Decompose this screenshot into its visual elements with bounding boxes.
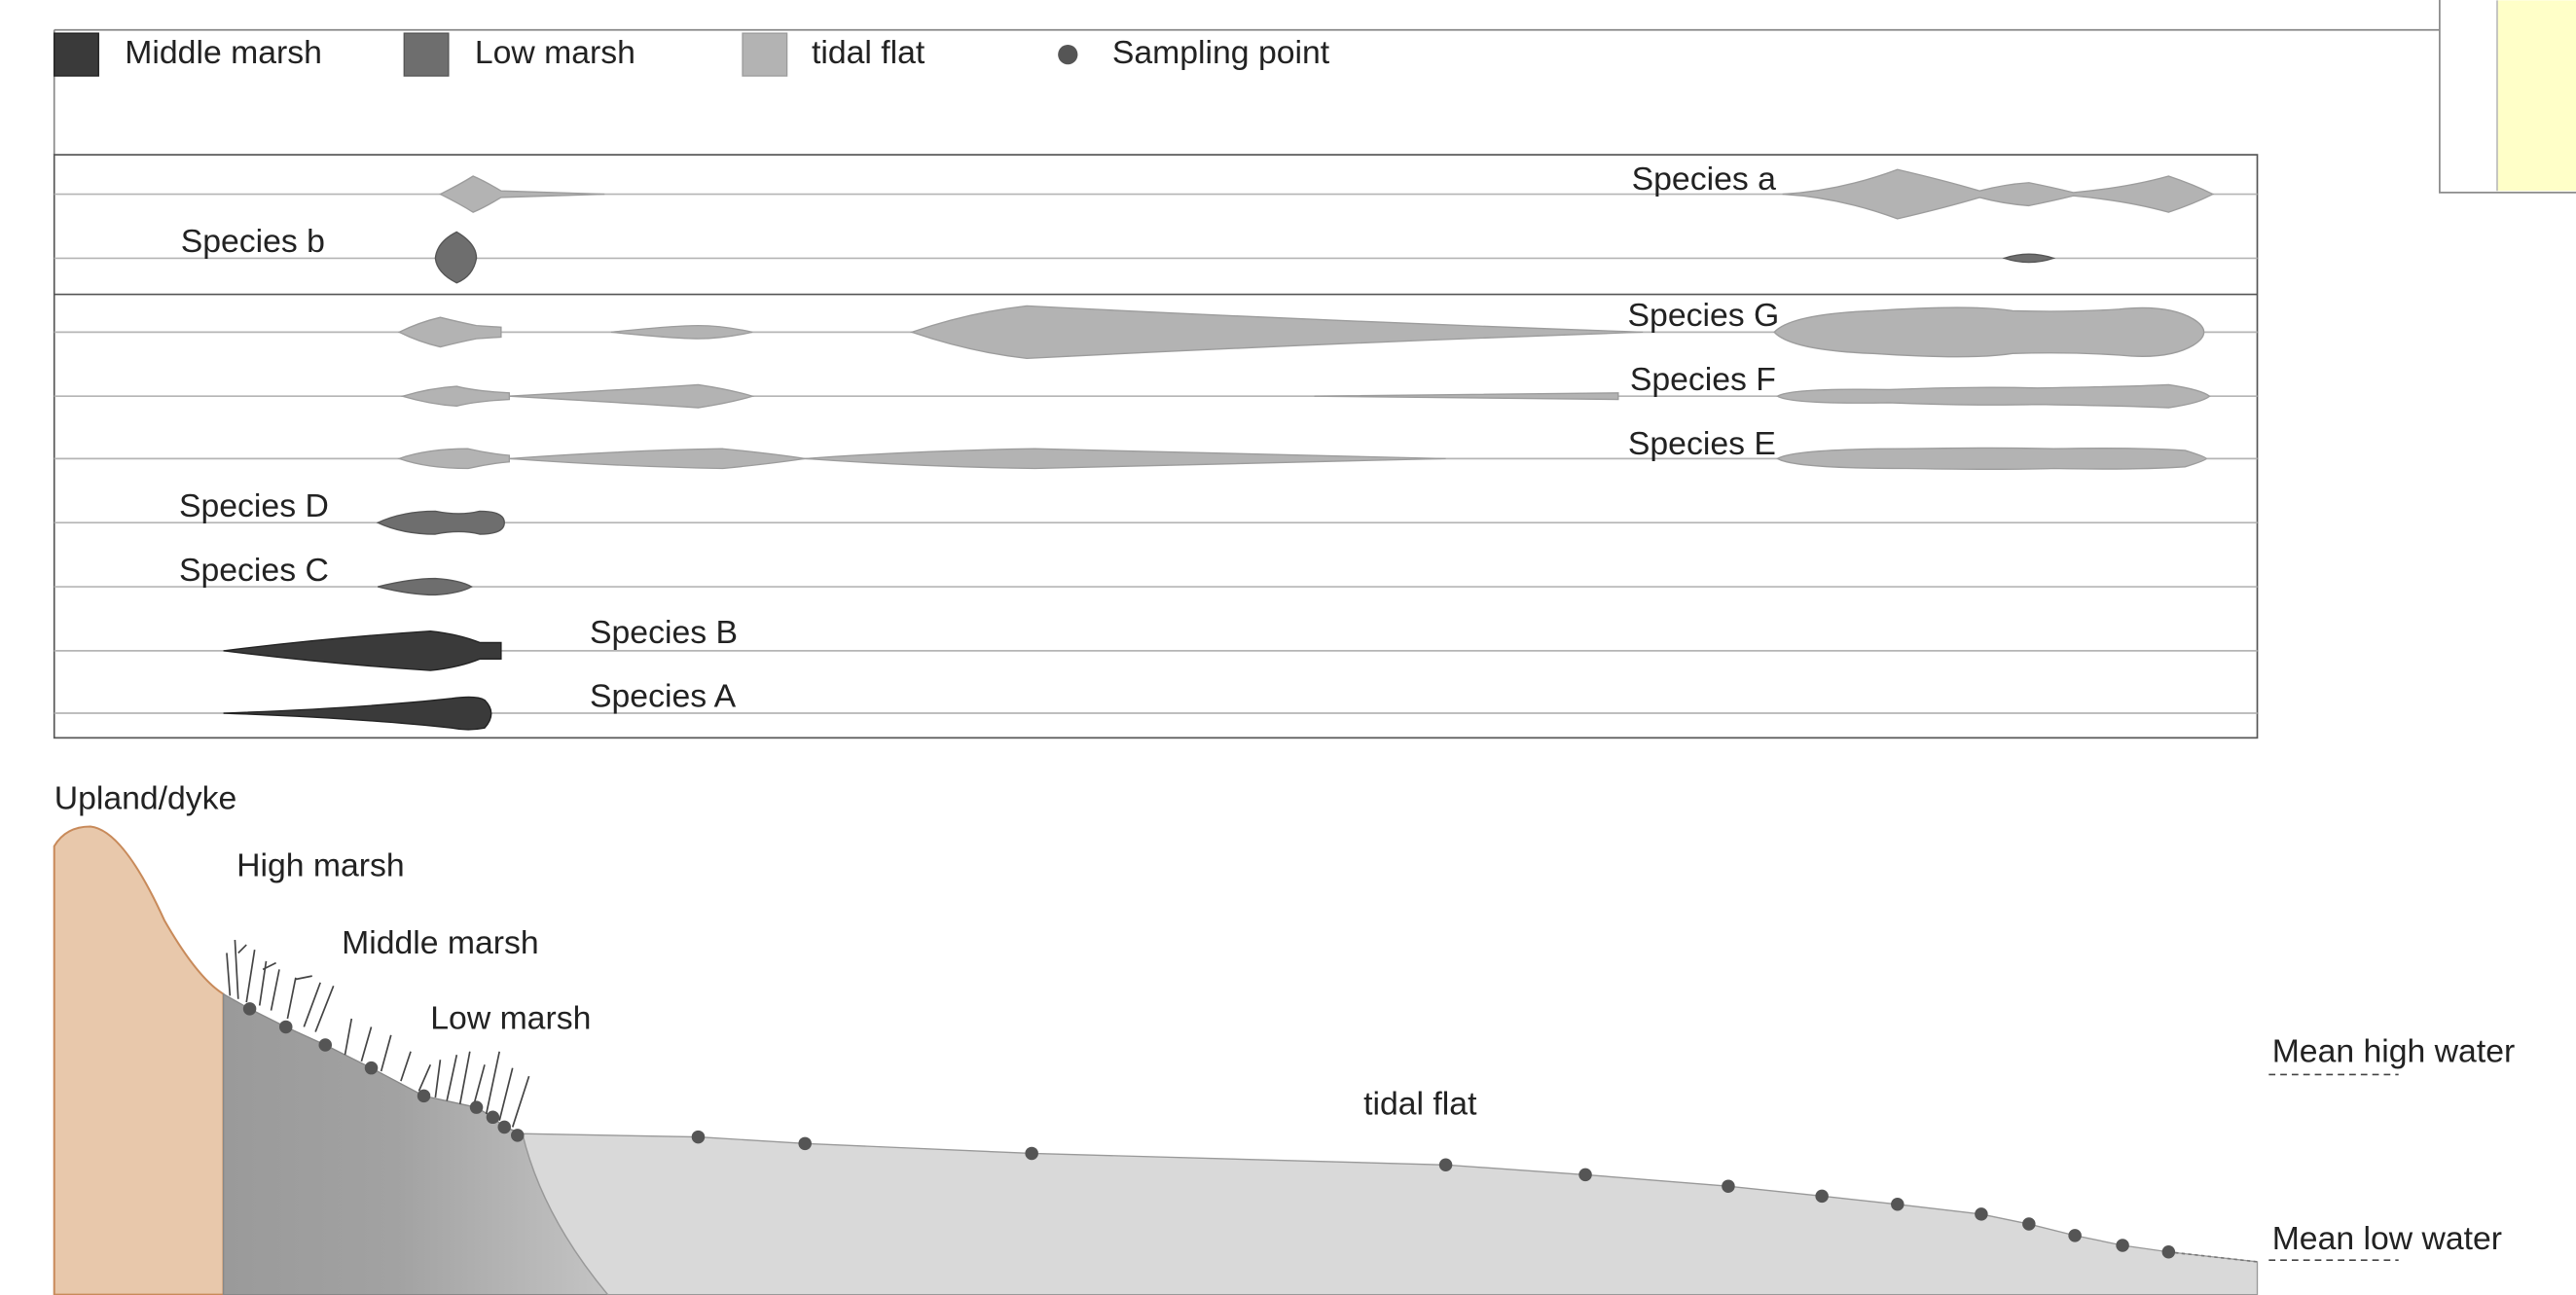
sampling-point	[365, 1061, 379, 1075]
species-label: Species D	[179, 487, 329, 524]
upland	[54, 827, 224, 1295]
sampling-point	[1722, 1179, 1735, 1193]
species-label: Species F	[1630, 361, 1776, 398]
kite	[440, 176, 604, 212]
kite	[1315, 393, 1618, 400]
sampling-point	[798, 1137, 812, 1151]
sampling-point	[1578, 1169, 1592, 1182]
species-label: Species B	[590, 614, 738, 651]
species-label: Species E	[1628, 425, 1776, 462]
legend-dot	[1058, 45, 1077, 64]
legend-label: Low marsh	[475, 34, 635, 71]
legend: Middle marsh Low marsh tidal flat Sampli…	[54, 33, 1330, 76]
kite	[509, 449, 805, 468]
kite	[399, 449, 509, 468]
kite	[399, 317, 501, 346]
sampling-point	[2068, 1229, 2082, 1242]
water-level-label: Mean high water	[2272, 1032, 2516, 1069]
kite	[2005, 254, 2054, 262]
kite	[1783, 169, 2213, 219]
sampling-point	[243, 1002, 257, 1016]
kite	[378, 511, 504, 534]
zone-label: Upland/dyke	[54, 779, 237, 816]
kite	[224, 697, 491, 729]
legend-label: Middle marsh	[125, 34, 322, 71]
sampling-point	[1439, 1159, 1453, 1172]
sampling-point	[487, 1111, 500, 1125]
sampling-point	[692, 1131, 706, 1144]
species-label: Species G	[1628, 297, 1780, 334]
zone-label: High marsh	[236, 847, 405, 884]
figure: Middle marsh Low marsh tidal flat Sampli…	[0, 0, 2576, 1295]
tidal-flat	[523, 1133, 2258, 1294]
legend-swatch	[404, 33, 449, 76]
zone-label: tidal flat	[1363, 1085, 1477, 1122]
sampling-point	[1891, 1198, 1905, 1211]
sampling-point	[1025, 1147, 1038, 1161]
sampling-point	[498, 1121, 512, 1134]
kite	[912, 306, 1643, 358]
kite	[1778, 384, 2210, 408]
kite	[805, 449, 1445, 468]
sampling-point	[2116, 1239, 2129, 1252]
sampling-point	[279, 1021, 293, 1034]
sampling-point	[2022, 1217, 2036, 1231]
sampling-point	[417, 1090, 431, 1103]
kite	[1778, 448, 2207, 469]
water-level-label: Mean low water	[2272, 1220, 2502, 1257]
legend-swatch	[743, 33, 787, 76]
profile: Upland/dyke High marsh Middle marsh Low …	[54, 779, 2516, 1294]
sampling-point	[511, 1129, 525, 1142]
page: Middle marsh Low marsh tidal flat Sampli…	[0, 0, 2576, 1295]
legend-label: Sampling point	[1112, 34, 1330, 71]
species-label: Species C	[179, 552, 329, 589]
kite	[1774, 307, 2203, 357]
legend-label: tidal flat	[812, 34, 925, 71]
kite	[403, 386, 510, 406]
inset-fill	[2497, 0, 2576, 191]
kite	[509, 384, 752, 408]
sampling-point	[1975, 1207, 1988, 1221]
sampling-point	[470, 1100, 484, 1114]
kite	[378, 579, 471, 595]
sampling-point	[318, 1038, 332, 1052]
species-label: Species A	[590, 678, 737, 715]
species-label: Species a	[1632, 161, 1776, 198]
kite	[435, 232, 476, 282]
zone-label: Low marsh	[430, 1000, 591, 1037]
species-panel: Species a Species b Species G Species F …	[54, 155, 2258, 737]
legend-swatch	[54, 33, 99, 76]
sampling-point	[2162, 1245, 2176, 1259]
species-label: Species b	[181, 223, 325, 260]
sampling-point	[1815, 1190, 1829, 1204]
kite	[224, 631, 501, 671]
kite	[611, 326, 752, 340]
zone-label: Middle marsh	[342, 924, 539, 961]
